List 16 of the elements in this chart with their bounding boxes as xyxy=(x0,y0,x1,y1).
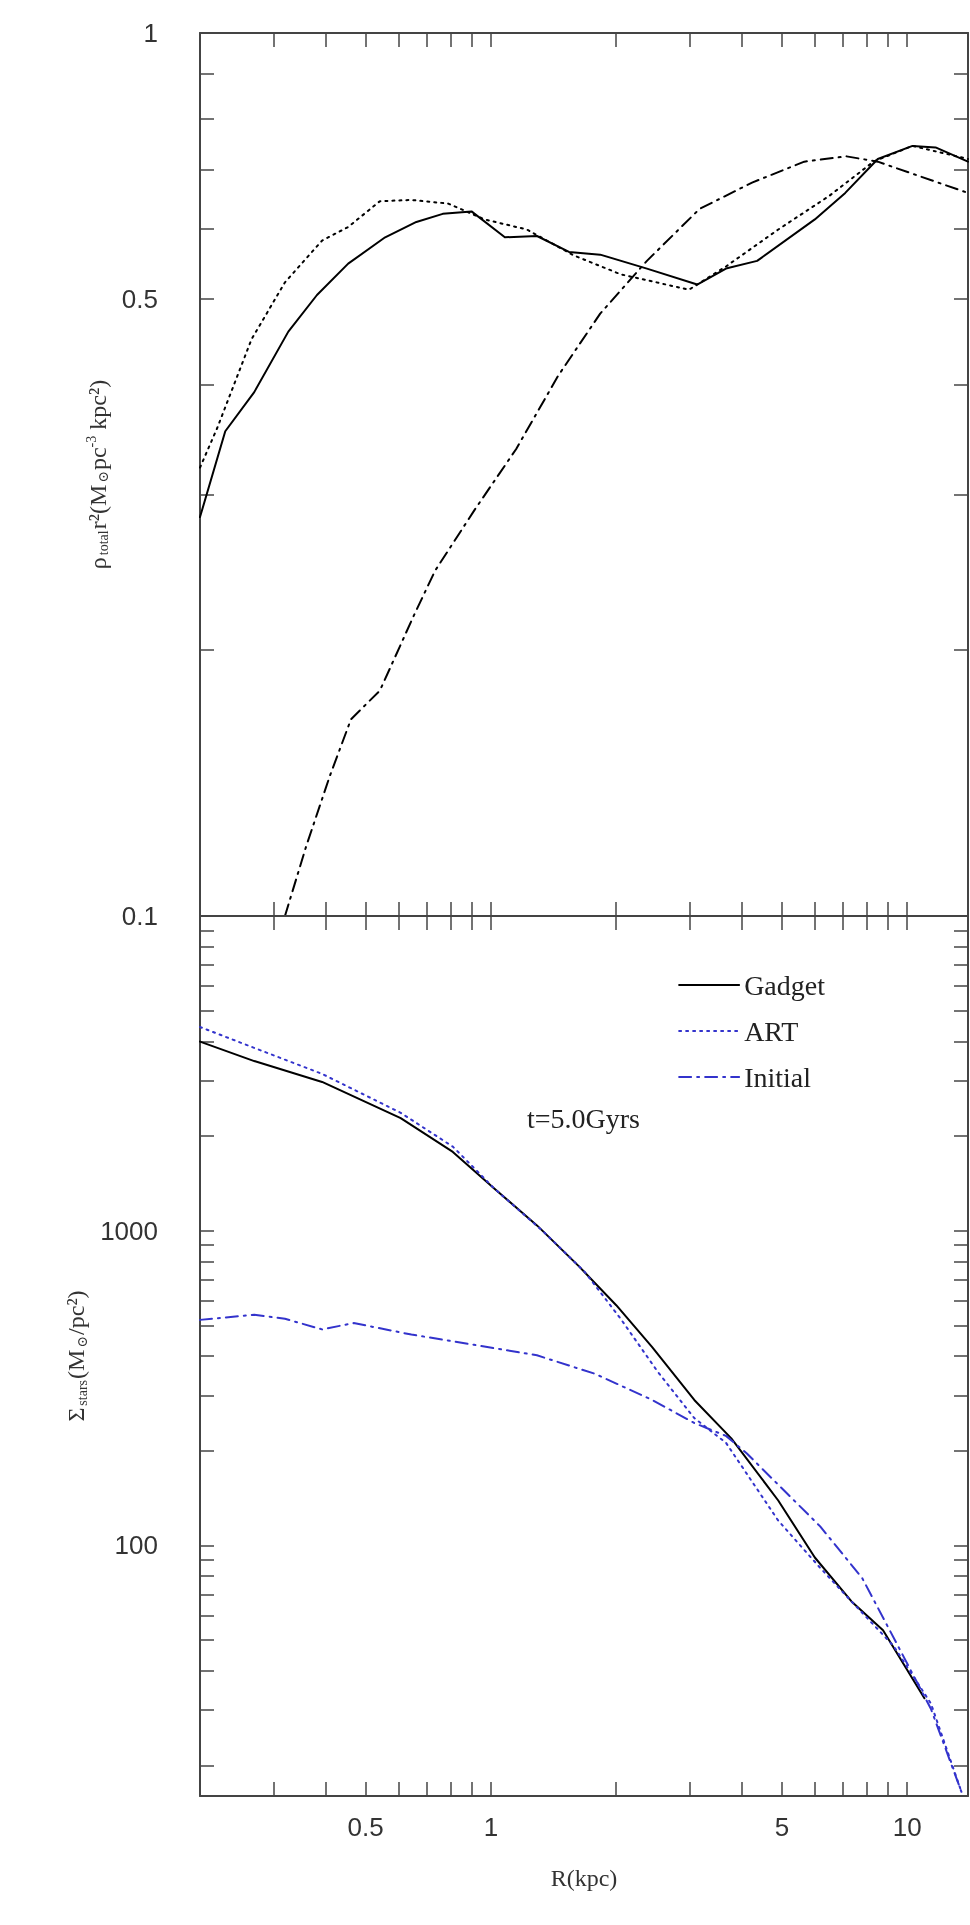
x-tick-label: 1 xyxy=(483,1812,499,1842)
y-tick-label: 100 xyxy=(114,1530,158,1561)
x-tick-label: 5 xyxy=(774,1812,790,1842)
legend-label: Gadget xyxy=(744,969,826,1001)
y-tick-label: 0.1 xyxy=(121,901,158,931)
x-tick-label: 10 xyxy=(892,1812,922,1842)
y-tick-label: 1000 xyxy=(100,1215,158,1246)
legend-label: Initial xyxy=(744,1061,812,1093)
legend-label: ART xyxy=(744,1015,799,1047)
x-axis-title: R(kpc) xyxy=(550,1865,618,1891)
y-axis-title: Σstars(M⊙/pc²) xyxy=(63,1290,90,1422)
y-tick-label: 1 xyxy=(143,18,158,48)
x-tick-label: 0.5 xyxy=(347,1812,384,1842)
y-axis-title: ρtotalr²(M⊙pc-3 kpc²) xyxy=(84,379,112,570)
y-tick-label: 0.5 xyxy=(121,283,158,314)
annotation: t=5.0Gyrs xyxy=(526,1102,640,1134)
